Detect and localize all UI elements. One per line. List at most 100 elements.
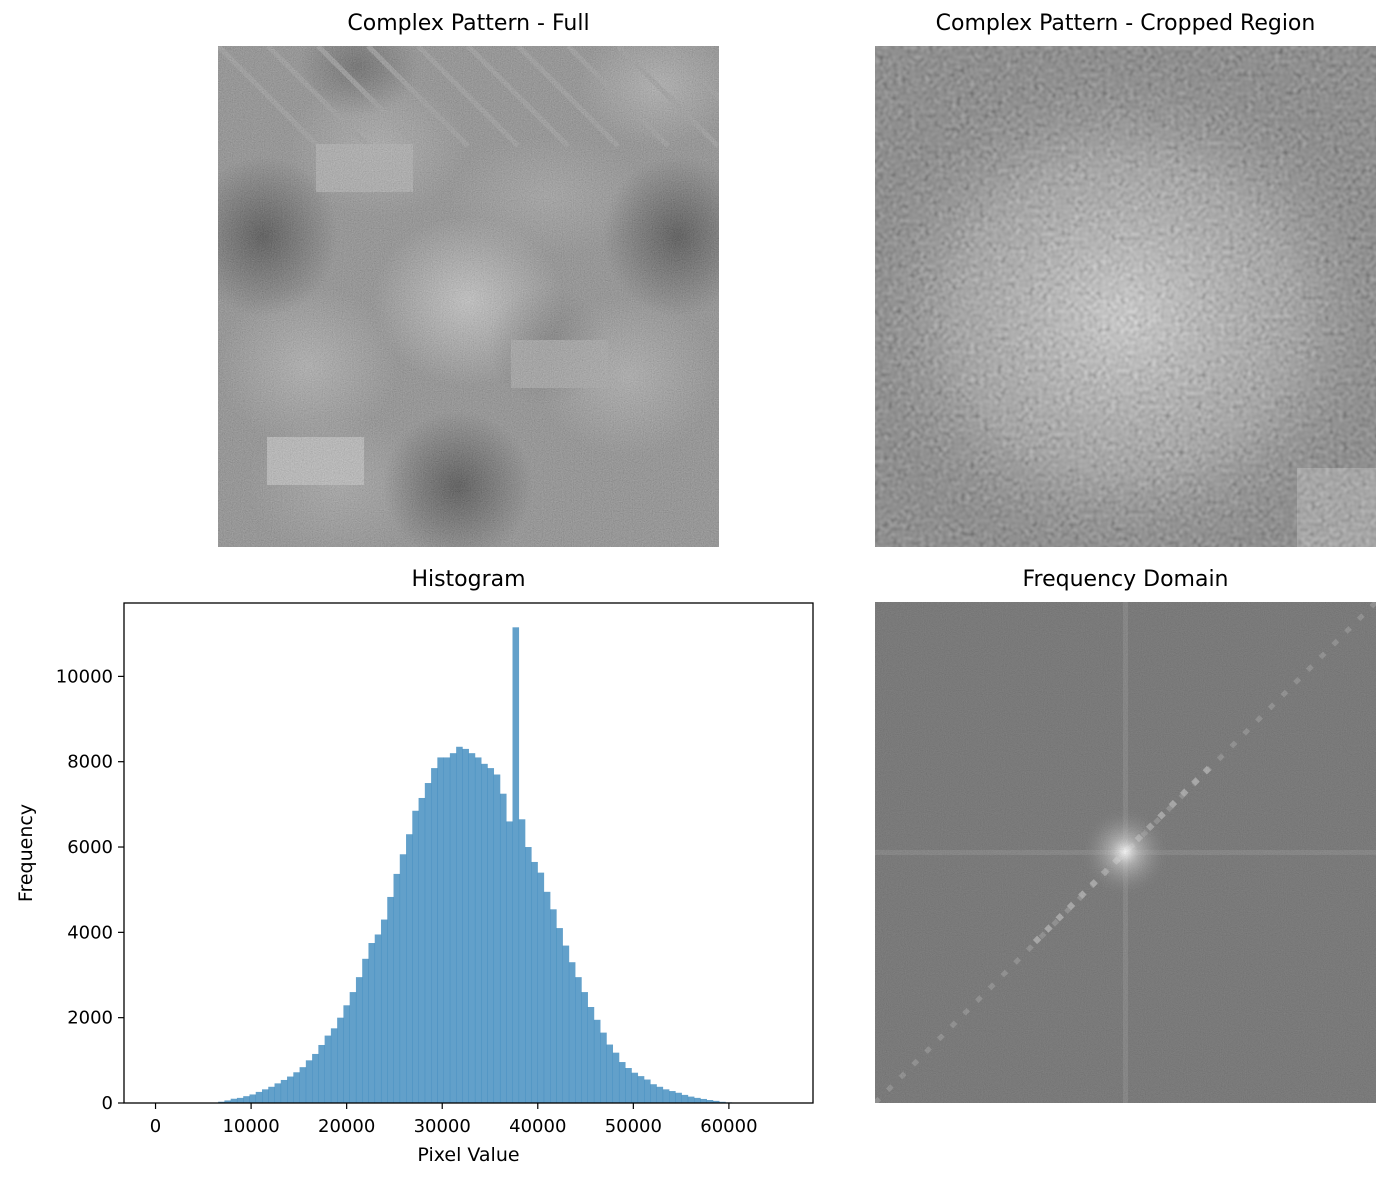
y-tick-label: 0 bbox=[102, 1093, 113, 1114]
histogram-bar bbox=[280, 1079, 288, 1103]
histogram-bar bbox=[675, 1092, 682, 1103]
histogram-bar bbox=[543, 891, 551, 1103]
full-pattern-image bbox=[218, 46, 719, 547]
panel-title-cropped: Complex Pattern - Cropped Region bbox=[935, 11, 1316, 36]
y-tick-label: 10000 bbox=[56, 666, 113, 687]
histogram-bar bbox=[293, 1072, 300, 1103]
panel-title-full: Complex Pattern - Full bbox=[347, 11, 590, 36]
histogram-bar bbox=[531, 861, 538, 1103]
histogram-bar bbox=[712, 1100, 720, 1103]
histogram-bar bbox=[525, 847, 532, 1103]
histogram-bar bbox=[518, 819, 526, 1103]
histogram-bar bbox=[236, 1097, 244, 1103]
y-tick-label: 6000 bbox=[67, 837, 113, 858]
histogram-bar bbox=[512, 627, 520, 1103]
histogram-bar bbox=[662, 1089, 670, 1103]
histogram-bar bbox=[368, 943, 376, 1103]
histogram-bar bbox=[287, 1076, 294, 1103]
histogram-bar bbox=[650, 1084, 657, 1103]
histogram-bar bbox=[299, 1067, 307, 1103]
histogram-bar bbox=[656, 1086, 664, 1103]
x-tick-label: 40000 bbox=[509, 1116, 566, 1137]
x-tick-label: 60000 bbox=[700, 1116, 757, 1137]
histogram-bar bbox=[437, 757, 444, 1103]
histogram-bar bbox=[725, 1102, 732, 1103]
histogram-bar bbox=[393, 873, 401, 1103]
histogram-bar bbox=[274, 1083, 282, 1103]
histogram-bar bbox=[700, 1098, 707, 1103]
histogram-bar bbox=[387, 896, 394, 1103]
histogram-bar bbox=[262, 1089, 269, 1103]
histogram-bar bbox=[468, 753, 476, 1103]
y-tick-label: 4000 bbox=[67, 922, 113, 943]
histogram-axes-frame bbox=[123, 602, 814, 1104]
histogram-bar bbox=[618, 1062, 626, 1103]
histogram-bar bbox=[337, 1017, 344, 1103]
histogram-bar bbox=[362, 958, 369, 1103]
histogram-bar bbox=[550, 909, 557, 1103]
x-tick-label: 50000 bbox=[605, 1116, 662, 1137]
histogram-bar bbox=[424, 783, 432, 1103]
histogram-bar bbox=[587, 1007, 595, 1103]
histogram-bar bbox=[449, 753, 457, 1103]
histogram-bar bbox=[355, 977, 363, 1103]
x-tick-label: 10000 bbox=[222, 1116, 279, 1137]
histogram-bar bbox=[218, 1101, 225, 1103]
histogram-bar bbox=[669, 1091, 676, 1103]
histogram-y-axis-label: Frequency bbox=[15, 804, 37, 902]
histogram-bar bbox=[243, 1096, 250, 1103]
histogram-bar bbox=[349, 992, 357, 1103]
histogram-bar bbox=[606, 1044, 614, 1103]
histogram-x-axis-label: Pixel Value bbox=[417, 1144, 519, 1166]
histogram-bar bbox=[631, 1072, 639, 1103]
histogram-bar bbox=[462, 748, 469, 1103]
histogram-bar bbox=[481, 763, 488, 1103]
histogram-bar bbox=[305, 1060, 313, 1103]
histogram-bar bbox=[474, 757, 482, 1103]
histogram-bar bbox=[268, 1086, 275, 1103]
histogram-bar bbox=[637, 1076, 645, 1103]
histogram-bar bbox=[493, 774, 501, 1103]
histogram-bar bbox=[324, 1035, 332, 1103]
histogram-bar bbox=[318, 1044, 325, 1103]
panel-title-frequency: Frequency Domain bbox=[1022, 567, 1229, 592]
histogram-bar bbox=[312, 1053, 319, 1103]
histogram-bar bbox=[443, 757, 451, 1103]
x-tick-label: 20000 bbox=[318, 1116, 375, 1137]
histogram-bar bbox=[694, 1097, 701, 1103]
histogram-bar bbox=[719, 1101, 726, 1103]
histogram-bar bbox=[330, 1028, 338, 1103]
histogram-bar bbox=[644, 1079, 651, 1103]
histogram-bar bbox=[431, 768, 438, 1103]
histogram-bar bbox=[687, 1096, 695, 1103]
y-tick-label: 2000 bbox=[67, 1008, 113, 1029]
histogram-bar bbox=[249, 1094, 257, 1103]
histogram-bar bbox=[255, 1091, 263, 1103]
histogram-bar bbox=[374, 934, 382, 1103]
histogram-bar bbox=[593, 1019, 601, 1103]
histogram-bar bbox=[562, 945, 570, 1103]
histogram-bar bbox=[537, 872, 545, 1103]
histogram-bar bbox=[612, 1052, 620, 1103]
histogram-bar bbox=[575, 977, 582, 1103]
histogram-bar bbox=[506, 821, 513, 1103]
histogram-bar bbox=[625, 1068, 632, 1103]
histogram-bar bbox=[399, 854, 407, 1103]
x-tick-label: 30000 bbox=[414, 1116, 471, 1137]
histogram-bar bbox=[487, 768, 495, 1103]
y-tick-label: 8000 bbox=[67, 752, 113, 773]
histogram-bar bbox=[406, 834, 413, 1103]
histogram-bar bbox=[681, 1094, 689, 1103]
histogram-bar bbox=[568, 962, 576, 1103]
histogram-bar bbox=[499, 793, 507, 1103]
frequency-domain-image bbox=[875, 602, 1376, 1103]
panel-title-histogram: Histogram bbox=[411, 567, 526, 592]
histogram-bar bbox=[581, 992, 588, 1103]
histogram-bar bbox=[224, 1100, 231, 1103]
histogram-bar bbox=[380, 919, 388, 1103]
histogram-bar bbox=[556, 928, 563, 1103]
histogram-bar bbox=[343, 1005, 350, 1103]
histogram-bar bbox=[706, 1100, 714, 1103]
histogram-bar bbox=[418, 797, 426, 1103]
x-tick-label: 0 bbox=[150, 1116, 161, 1137]
